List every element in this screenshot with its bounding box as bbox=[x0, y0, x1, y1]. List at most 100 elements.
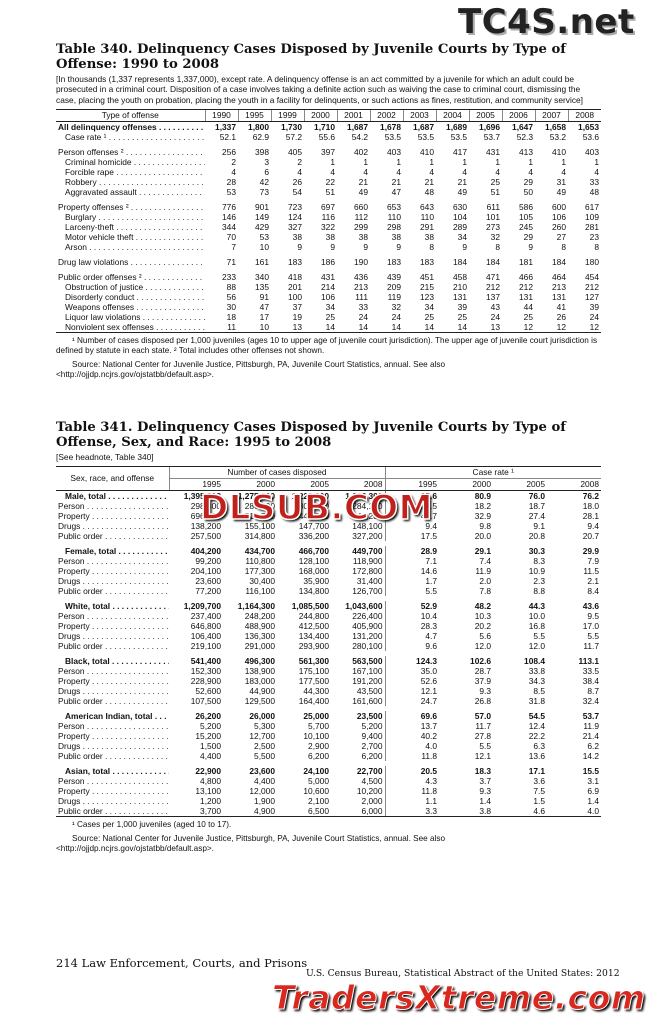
cell: 643 bbox=[420, 202, 434, 213]
cell: 33 bbox=[589, 177, 599, 188]
row-label: Motor vehicle theft bbox=[56, 232, 205, 242]
cell: 25 bbox=[490, 177, 500, 188]
cell: 11.9 bbox=[583, 721, 599, 732]
cell: 42 bbox=[259, 177, 269, 188]
cell: 9 bbox=[363, 242, 368, 253]
cell: 43 bbox=[490, 302, 500, 313]
cell: 19 bbox=[292, 312, 302, 323]
cell: 37 bbox=[292, 302, 302, 313]
cell: 563,500 bbox=[352, 656, 383, 667]
cell: 161 bbox=[255, 257, 269, 268]
footnote: Source: National Center for Juvenile Jus… bbox=[56, 359, 446, 379]
cell: 33.5 bbox=[582, 666, 599, 677]
cell: 519,700 bbox=[244, 511, 275, 522]
cell: 14 bbox=[436, 322, 469, 334]
cell: 1,653 bbox=[578, 122, 599, 133]
cell: 106,400 bbox=[190, 631, 221, 642]
cell: 404,200 bbox=[190, 546, 221, 557]
cell: 10,200 bbox=[356, 786, 383, 797]
cell: 405 bbox=[288, 147, 302, 158]
cell: 101 bbox=[486, 212, 500, 223]
row-label: Person bbox=[56, 501, 169, 511]
cell: 29.1 bbox=[474, 546, 491, 557]
cell: 281 bbox=[585, 222, 599, 233]
cell: 1 bbox=[330, 157, 335, 168]
table-row: All delinquency offenses 1,337 1,800 1,730 1… bbox=[56, 122, 601, 133]
cell: 10.9 bbox=[528, 566, 545, 577]
cell: 1,395,800 bbox=[183, 491, 221, 502]
cell: 11.7 bbox=[583, 641, 599, 652]
cell: 47 bbox=[259, 302, 269, 313]
cell: 6,000 bbox=[331, 806, 385, 818]
row-label: Burglary bbox=[56, 212, 205, 222]
row-label: Public order bbox=[56, 531, 169, 541]
cell: 213 bbox=[552, 282, 566, 293]
table-row: Property 646,800 488,900 412,500 405,90028.3… bbox=[56, 621, 601, 632]
row-label: Public order bbox=[56, 641, 169, 651]
cell: 31 bbox=[556, 177, 566, 188]
cell: 186 bbox=[321, 257, 335, 268]
cell: 1,900 bbox=[254, 796, 275, 807]
row-label: Black, total bbox=[56, 656, 169, 666]
cell: 1 bbox=[396, 157, 401, 168]
cell: 146 bbox=[222, 212, 236, 223]
row-label: Drugs bbox=[56, 521, 169, 531]
cell: 1,275,300 bbox=[237, 491, 275, 502]
cell: 148,100 bbox=[352, 521, 383, 532]
cell: 1 bbox=[561, 157, 566, 168]
row-label: Property bbox=[56, 676, 169, 686]
cell: 111 bbox=[355, 292, 368, 303]
cell: 4 bbox=[330, 167, 335, 178]
cell: 1 bbox=[594, 157, 599, 168]
row-label: Property bbox=[56, 621, 169, 631]
cell: 49 bbox=[457, 187, 467, 198]
cell: 697 bbox=[321, 202, 335, 213]
cell: 8.5 bbox=[533, 686, 545, 697]
cell: 12 bbox=[535, 322, 568, 334]
table-row: Public order 219,100 291,000 293,900 280,100… bbox=[56, 641, 601, 652]
cell: 9 bbox=[297, 242, 302, 253]
table-row: Property 204,100 177,300 168,000 172,80014.6… bbox=[56, 566, 601, 577]
cell: 1,687 bbox=[413, 122, 434, 133]
row-label: Public order bbox=[56, 751, 169, 761]
cell: 49 bbox=[556, 187, 566, 198]
row-label: Robbery bbox=[56, 177, 205, 187]
cell: 33 bbox=[358, 302, 368, 313]
cell: 5.5 bbox=[587, 631, 599, 642]
cell: 13 bbox=[271, 322, 304, 334]
cell: 53.6 bbox=[582, 132, 599, 143]
cell: 14 bbox=[370, 322, 403, 334]
cell: 15.5 bbox=[582, 766, 599, 777]
cell: 212 bbox=[585, 282, 599, 293]
cell: 660 bbox=[354, 202, 368, 213]
cell: 237,400 bbox=[190, 611, 221, 622]
cell: 12.1 bbox=[384, 686, 439, 697]
table-row: Property offenses ² 776 901 723 697 660 653 643… bbox=[56, 202, 601, 212]
watermark: TradersXtreme.com bbox=[272, 978, 646, 1018]
table-340: Type of offense 1990 1995 1999 2000 2001 2002 2… bbox=[56, 109, 601, 334]
cell: 466,700 bbox=[298, 546, 329, 557]
cell: 38 bbox=[292, 232, 302, 243]
cell: 44,900 bbox=[249, 686, 275, 697]
cell: 11.7 bbox=[475, 721, 491, 732]
cell: 464 bbox=[552, 272, 566, 283]
cell: 6,200 bbox=[361, 751, 383, 762]
row-label: Property bbox=[56, 731, 169, 741]
cell: 30.3 bbox=[528, 546, 545, 557]
cell: 109 bbox=[585, 212, 599, 223]
row-label: Liquor law violations bbox=[56, 312, 205, 322]
header-row: 1995 2000 2005 2008 1995 2000 2005 2008 bbox=[56, 478, 601, 492]
cell: 17.5 bbox=[384, 531, 439, 542]
cell: 4.3 bbox=[384, 776, 439, 787]
cell: 1,085,500 bbox=[291, 601, 329, 612]
cell: 245 bbox=[519, 222, 533, 233]
cell: 21 bbox=[424, 177, 434, 188]
cell: 314,800 bbox=[244, 531, 275, 542]
cell: 298,800 bbox=[190, 501, 221, 512]
cell: 137 bbox=[486, 292, 500, 303]
cell: 7.4 bbox=[479, 556, 491, 567]
row-label: Arson bbox=[56, 242, 205, 252]
